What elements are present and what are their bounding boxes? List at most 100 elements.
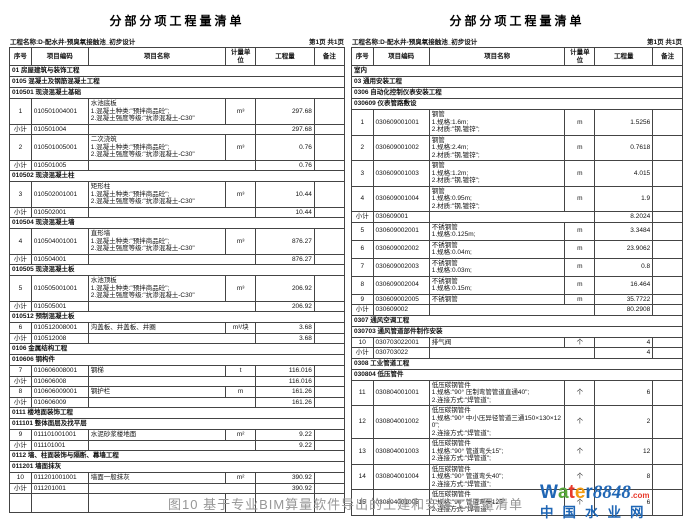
item-quantity: 390.92 (255, 472, 315, 484)
table-header: 序号 项目编码 项目名称 计量单位 工程量 备注 (351, 47, 683, 66)
item-unit: m² (225, 429, 257, 441)
remark-cell (652, 160, 683, 187)
section-label: 011201 墙面抹灰 (9, 461, 345, 473)
item-unit: m (564, 257, 596, 277)
item-unit: m³ (225, 275, 257, 302)
column-header: 项目编码 (372, 47, 430, 66)
item-code: 030609001001 (372, 109, 430, 136)
item-quantity: 1.9 (594, 185, 654, 212)
item-no: 4 (351, 185, 374, 212)
remark-cell (652, 109, 683, 136)
remark-cell (313, 123, 346, 135)
subtotal-quantity: 206.92 (255, 300, 315, 312)
subtotal-spacer (87, 206, 257, 218)
remark-cell (313, 275, 346, 302)
item-unit: m³ (225, 134, 257, 161)
subtotal-label: 小计 (351, 211, 374, 223)
item-code: 030804001003 (372, 438, 430, 465)
item-name: 矩形柱 1.混凝土种类:"预拌商品砼"; 2.混凝土强度等级:"抗渗混凝土-C3… (87, 181, 227, 208)
item-row: 1 010501004001 水池底板 1.混凝土种类:"预拌商品砼"; 2.混凝土… (9, 98, 346, 125)
item-unit: m (564, 221, 596, 241)
subtotal-label: 小计 (9, 375, 32, 387)
subtotal-quantity: 4 (594, 347, 654, 359)
item-code: 030804001004 (372, 463, 430, 490)
section-row: 0112 墙、柱面装饰与隔断、幕墙工程 (9, 450, 345, 462)
item-code: 010606009001 (30, 386, 89, 398)
item-name: 钢管 1.规格:1.2m; 2.材质:"钢,镀锌"; (428, 160, 566, 187)
item-row: 5 030609002001 不锈钢管 1.规格:0.125m; m 3.3484 (351, 221, 683, 241)
item-unit: 个 (564, 405, 596, 439)
remark-cell (313, 365, 346, 377)
remark-cell (652, 275, 683, 295)
remark-cell (313, 482, 346, 494)
item-name: 二次浇筑 1.混凝土种类:"预拌商品砼"; 2.混凝土强度等级:"抗渗混凝土-C… (87, 134, 227, 161)
item-quantity: 23.9062 (594, 239, 654, 259)
subtotal-quantity: 297.68 (255, 123, 315, 135)
item-no: 3 (351, 160, 374, 187)
remark-cell (652, 257, 683, 277)
item-no: 13 (351, 438, 374, 465)
item-quantity: 6 (594, 489, 654, 516)
item-unit: m² (225, 472, 257, 484)
subtotal-row: 小计 010504001 876.27 (9, 253, 346, 265)
item-row: 10 030703022001 排气阀个 4 (351, 336, 683, 348)
item-no: 8 (9, 386, 32, 398)
item-quantity: 206.92 (255, 275, 315, 302)
section-row: 0308 工业管道工程 (351, 357, 683, 370)
column-header: 备注 (652, 47, 683, 66)
figure-caption: 图10 基于专业BIM算量软件导出的土建和安装工程量清单 (168, 497, 524, 512)
item-quantity: 0.7618 (594, 134, 654, 161)
item-row: 11 030804001001 低压碳钢管件 1.规格:"90° 压制弯管管道直通4… (351, 379, 683, 406)
remark-cell (313, 300, 346, 312)
item-name: 低压碳钢管件 1.规格:"90° 中小压异径管道三通150×130×120"; … (428, 405, 566, 439)
subtotal-code: 030609001 (372, 211, 430, 223)
remark-cell (652, 438, 683, 465)
subtotal-quantity: 0.76 (255, 159, 315, 171)
section-row: 030703 通风管道部件制作安装 (351, 325, 683, 338)
subtotal-code: 030609002 (372, 304, 430, 316)
item-no: 1 (9, 98, 32, 125)
section-label: 0308 工业管道工程 (351, 357, 683, 370)
item-name: 沟盖板、井盖板、井圈 (87, 322, 227, 334)
item-unit: m (564, 239, 596, 259)
item-code: 011101001001 (30, 429, 89, 441)
remark-cell (652, 489, 683, 516)
remark-cell (652, 379, 683, 406)
logo-com-text: .com (630, 491, 650, 500)
column-header: 计量单位 (564, 47, 596, 66)
item-code: 030609002001 (372, 221, 430, 241)
subtotal-code: 010501005 (30, 159, 89, 171)
subtotal-spacer (428, 304, 596, 316)
remark-cell (313, 181, 346, 208)
remark-cell (313, 206, 346, 218)
subtotal-quantity: 116.016 (255, 375, 315, 387)
item-row: 7 030609002003 不锈钢管 1.规格:0.03m; m 0.8 (351, 257, 683, 277)
subtotal-code: 010501004 (30, 123, 89, 135)
item-row: 6 030609002002 不锈钢管 1.规格:0.04m; m 23.9062 (351, 239, 683, 259)
item-no: 9 (9, 429, 32, 441)
subtotal-row: 小计 011101001 9.22 (9, 439, 346, 451)
item-row: 15 030804001005 低压碳钢管件 1.规格:"90° 管道弯头125";… (351, 489, 683, 516)
item-quantity: 0.8 (594, 257, 654, 277)
section-row: 010504 现浇混凝土墙 (9, 217, 345, 229)
subtotal-row: 小计 010606008 116.016 (9, 375, 346, 387)
item-row: 12 030804001002 低压碳钢管件 1.规格:"90° 中小压异径管道三通… (351, 405, 683, 439)
subtotal-code: 010606008 (30, 375, 89, 387)
item-quantity: 4.015 (594, 160, 654, 187)
section-label: 0106 金属结构工程 (9, 343, 345, 355)
sheet-meta: 工程名称:D-配水井-预臭氧接触池_初步设计 第1页 共1页 (351, 36, 683, 46)
subtotal-spacer (428, 211, 596, 223)
subtotal-label: 小计 (9, 439, 32, 451)
remark-cell (652, 336, 683, 348)
column-header: 序号 (9, 47, 32, 66)
item-quantity: 16.464 (594, 275, 654, 295)
remark-cell (652, 304, 683, 316)
subtotal-code: 011101001 (30, 439, 89, 451)
item-quantity: 3.3484 (594, 221, 654, 241)
item-no: 2 (9, 134, 32, 161)
item-no: 1 (351, 109, 374, 136)
subtotal-spacer (87, 482, 257, 494)
section-label: 01 房屋建筑与装饰工程 (9, 65, 345, 77)
item-no: 5 (9, 275, 32, 302)
subtotal-code: 011201001 (30, 482, 89, 494)
